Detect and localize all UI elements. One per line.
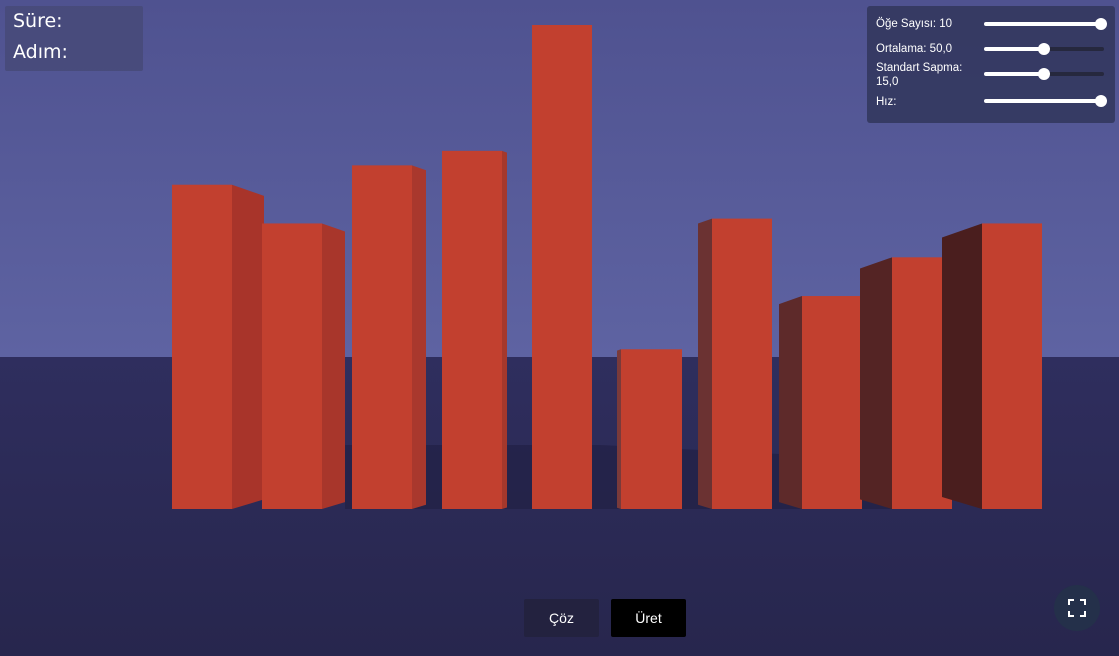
bar-7 [698,218,772,509]
bar-front-face [262,223,322,509]
slider-fill [984,47,1044,51]
bar-front-face [172,184,232,509]
bar-side-face [502,150,507,509]
generate-button[interactable]: Üret [611,599,686,637]
bar-side-face [942,223,982,509]
steps-label: Adım: [13,41,68,63]
controls-panel: Öğe Sayısı: 10 Ortalama: 50,0 Standart S… [867,6,1115,123]
item-count-slider[interactable] [984,18,1107,30]
bar-5 [532,25,592,509]
fullscreen-icon [1068,599,1086,617]
bars-group [172,25,1042,510]
bar-front-face [442,150,502,509]
slider-fill [984,72,1044,76]
bar-front-face [802,296,862,509]
slider-thumb[interactable] [1038,43,1050,55]
bar-front-face [982,223,1042,509]
bar-side-face [412,165,426,510]
bar-9 [860,257,952,509]
slider-thumb[interactable] [1038,68,1050,80]
speed-label: Hız: [876,96,897,108]
slider-thumb[interactable] [1095,18,1107,30]
mean-slider[interactable] [984,43,1104,55]
item-count-label: Öğe Sayısı: 10 [876,18,953,30]
slider-thumb[interactable] [1095,95,1107,107]
slider-fill [984,22,1101,26]
bar-side-face [617,349,621,509]
bar-front-face [621,349,682,509]
fullscreen-button[interactable] [1054,585,1100,631]
bar-side-face [232,184,264,509]
bar-1 [172,184,264,509]
bar-side-face [860,257,892,509]
bar-side-face [322,223,345,509]
bar-4 [442,150,507,509]
time-label: Süre: [13,10,63,32]
speed-slider[interactable] [984,95,1107,107]
bar-10 [942,223,1042,509]
slider-fill [984,99,1101,103]
stats-panel: Süre: Adım: [5,6,143,71]
bar-6 [617,349,682,509]
bar-2 [262,223,345,509]
bar-3 [352,165,426,510]
mean-label: Ortalama: 50,0 [876,43,953,55]
bar-side-face [698,218,712,509]
bar-side-face [779,296,802,509]
bar-front-face [532,25,592,509]
bar-front-face [712,218,772,509]
solve-button[interactable]: Çöz [524,599,599,637]
std-dev-label: Standart Sapma: 15,0 [876,62,963,88]
bar-8 [779,296,862,509]
bar-front-face [352,165,412,510]
std-dev-slider[interactable] [984,68,1104,80]
